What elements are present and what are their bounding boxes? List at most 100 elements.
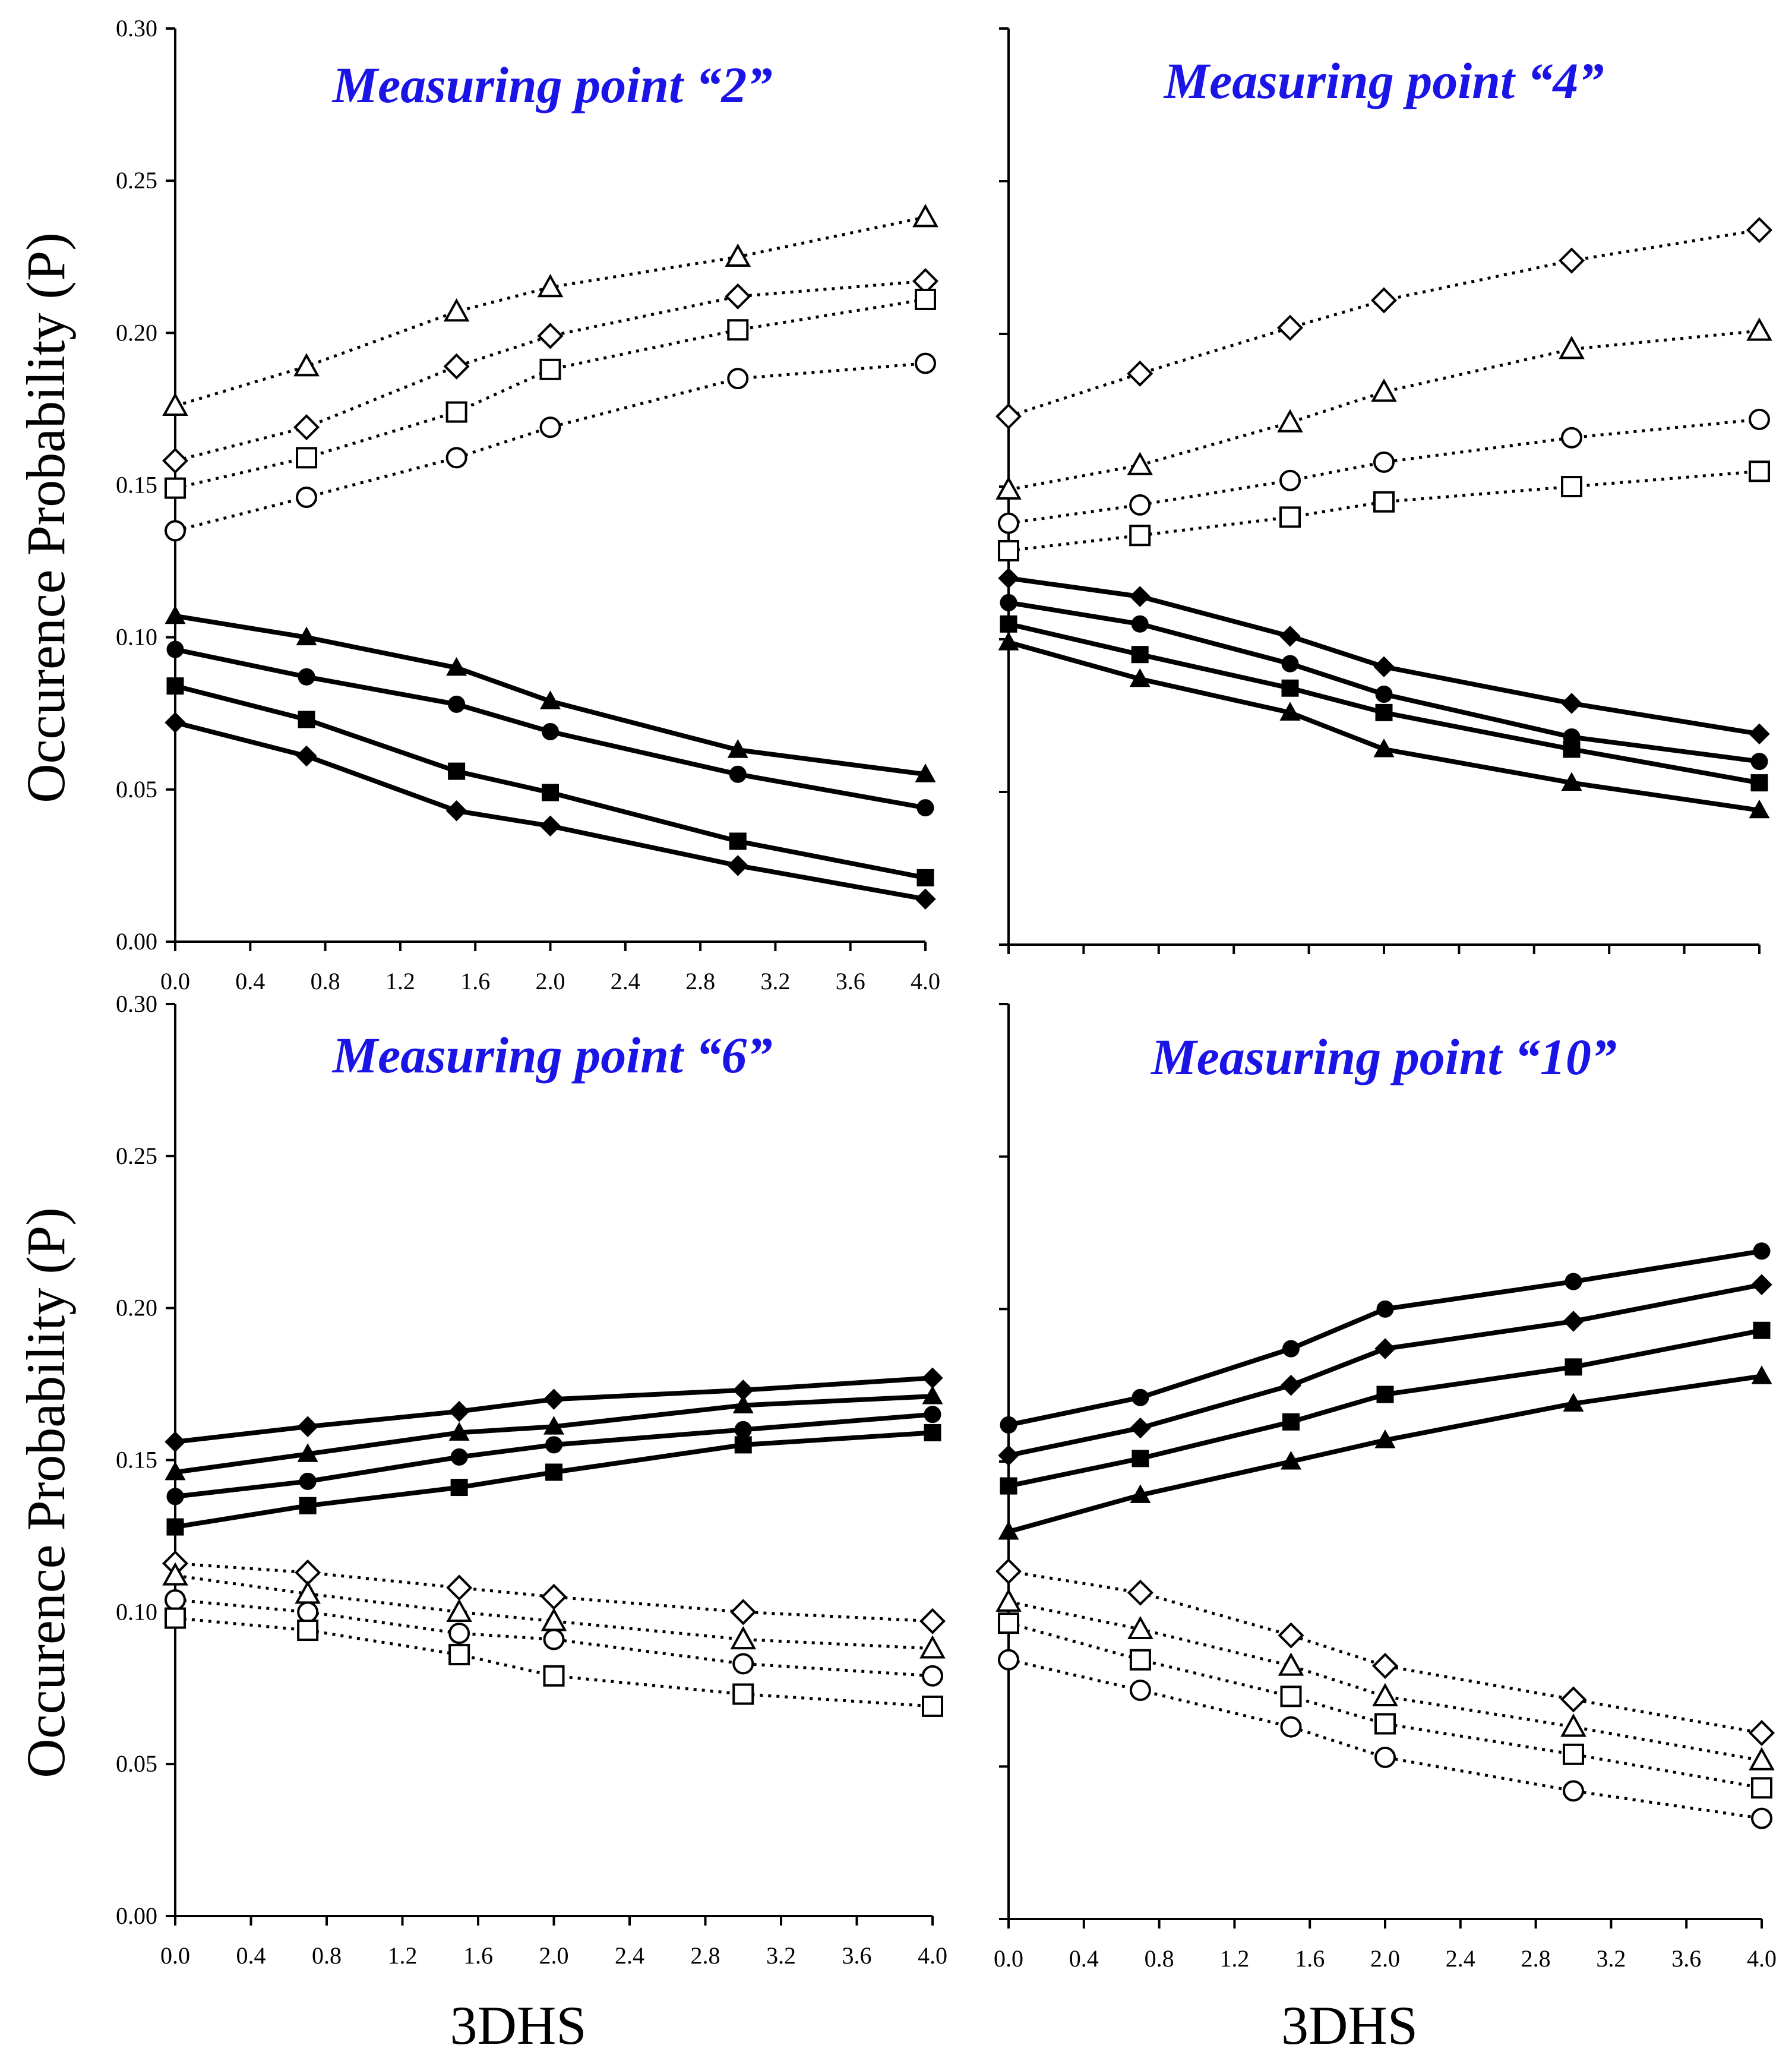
x-tick-label: 2.8: [685, 968, 715, 995]
data-point: [995, 1558, 1022, 1585]
data-point: [727, 739, 748, 758]
series-line: [1008, 1328, 1762, 1489]
data-point: [445, 401, 467, 423]
data-point: [1277, 409, 1303, 433]
series-open-square: [998, 460, 1770, 561]
data-point: [919, 1608, 946, 1634]
data-point: [1560, 1713, 1586, 1737]
data-point: [998, 512, 1019, 534]
series-line: [175, 683, 926, 880]
data-point: [1753, 1321, 1771, 1339]
data-point: [162, 447, 189, 474]
series-filled-square: [1000, 1321, 1771, 1495]
panel-title: Measuring point “6”: [331, 1027, 773, 1084]
data-point: [165, 520, 186, 542]
data-point: [912, 204, 938, 228]
data-point: [1374, 1746, 1396, 1768]
y-tick-label: 0.00: [116, 1902, 157, 1929]
data-point: [730, 1626, 757, 1650]
y-tick-label: 0.00: [116, 928, 157, 955]
series-open-triangle: [162, 204, 938, 416]
series-line: [175, 720, 926, 902]
x-tick-label: 1.2: [385, 968, 415, 995]
data-point: [1565, 1273, 1582, 1290]
data-point: [537, 323, 564, 349]
data-point: [450, 1448, 468, 1466]
panel-4: 0.0 0.4 0.8 1.2 1.6 2.0 2.4 2.8 3.2 3.6 4.0 Measuri…: [994, 1003, 1777, 2056]
series-line: [175, 216, 926, 408]
x-tick-label: 2.8: [1521, 1945, 1551, 1972]
series-line: [175, 613, 926, 777]
data-point: [1559, 336, 1585, 359]
data-point: [448, 1643, 470, 1665]
data-point: [448, 1422, 470, 1441]
data-point: [1563, 740, 1581, 758]
data-point: [922, 1367, 943, 1389]
data-point: [1749, 408, 1770, 430]
x-tick-label: 3.6: [836, 968, 865, 995]
data-point: [727, 319, 749, 341]
y-tick-label: 0.30: [116, 990, 157, 1017]
data-point: [1130, 1484, 1151, 1503]
data-point: [1376, 1300, 1394, 1318]
series-open-diamond: [995, 1558, 1775, 1746]
data-point: [998, 1521, 1019, 1540]
series-line: [1008, 1282, 1762, 1458]
data-point: [445, 800, 467, 822]
data-point: [1749, 1747, 1775, 1770]
series-line: [1007, 640, 1760, 813]
x-tick-label: 2.0: [1370, 1945, 1400, 1972]
data-point: [729, 832, 747, 850]
y-tick-label: 0.15: [116, 472, 157, 498]
data-point: [1000, 594, 1017, 611]
x-tick-label: 2.4: [611, 968, 640, 995]
data-point: [998, 632, 1019, 651]
data-point: [915, 288, 936, 310]
data-point: [297, 1443, 318, 1462]
data-point: [539, 815, 561, 837]
series-line: [175, 1574, 933, 1650]
x-tick-label: 4.0: [911, 968, 940, 995]
panel-title: Measuring point “10”: [1150, 1028, 1617, 1085]
data-point: [297, 1416, 318, 1437]
data-point: [166, 677, 184, 695]
series-filled-circle: [1000, 594, 1768, 771]
data-point: [1000, 1416, 1017, 1434]
data-point: [922, 1695, 943, 1717]
data-point: [1280, 1686, 1302, 1707]
data-point: [537, 273, 564, 298]
y-tick-label: 0.20: [116, 1295, 157, 1321]
data-point: [1127, 1579, 1153, 1606]
data-point: [541, 1608, 567, 1631]
data-point: [165, 1431, 186, 1453]
y-tick-label: 0.05: [116, 776, 157, 803]
y-axis-title: Occurence Probability (P): [15, 232, 76, 803]
data-point: [542, 722, 559, 740]
data-point: [296, 447, 318, 469]
data-point: [1561, 427, 1582, 449]
data-point: [1749, 460, 1770, 482]
data-point: [446, 1574, 473, 1601]
data-point: [734, 1436, 752, 1454]
data-point: [1131, 615, 1149, 633]
data-point: [539, 416, 561, 438]
x-tick-label: 2.0: [536, 968, 565, 995]
data-point: [448, 1400, 470, 1422]
series-line: [175, 647, 926, 810]
data-point: [1371, 378, 1397, 402]
data-point: [1373, 738, 1395, 758]
data-point: [1370, 287, 1398, 314]
x-tick-label: 3.6: [842, 1942, 872, 1969]
data-point: [1000, 615, 1017, 633]
data-point: [1278, 1652, 1304, 1676]
data-point: [734, 1421, 752, 1438]
y-tick-label: 0.10: [116, 1598, 157, 1625]
series-filled-diamond: [165, 712, 936, 910]
data-point: [297, 1601, 319, 1623]
data-point: [732, 1683, 754, 1705]
data-point: [1565, 1358, 1582, 1376]
data-point: [448, 1623, 470, 1645]
data-point: [1280, 1716, 1302, 1738]
data-point: [922, 1385, 943, 1404]
